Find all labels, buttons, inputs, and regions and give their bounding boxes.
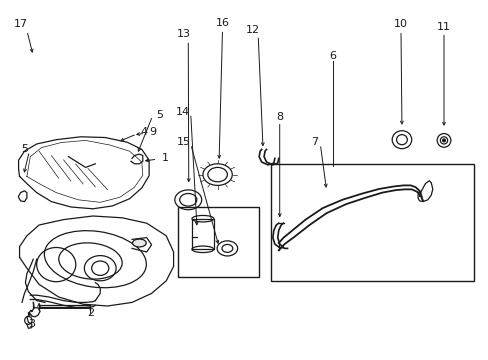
Text: 16: 16: [215, 18, 229, 28]
Text: 1: 1: [162, 153, 168, 163]
Text: 15: 15: [176, 137, 190, 147]
Text: 5: 5: [156, 110, 163, 120]
Text: 14: 14: [176, 107, 190, 117]
Bar: [271, 164, 473, 281]
Text: 13: 13: [177, 29, 190, 39]
Bar: [178, 207, 259, 277]
Text: 12: 12: [246, 24, 260, 35]
Text: 5: 5: [21, 144, 28, 154]
Text: 11: 11: [436, 22, 450, 32]
Text: 8: 8: [276, 112, 283, 122]
Text: 4: 4: [141, 127, 147, 138]
Bar: [192, 219, 214, 249]
Text: 17: 17: [14, 19, 27, 30]
Text: 2: 2: [87, 308, 94, 318]
Text: 9: 9: [149, 127, 156, 138]
Ellipse shape: [132, 239, 146, 247]
Text: 10: 10: [393, 19, 407, 30]
Text: 3: 3: [28, 319, 35, 329]
Text: 7: 7: [310, 137, 317, 147]
Text: 6: 6: [328, 51, 335, 61]
Ellipse shape: [442, 139, 445, 142]
